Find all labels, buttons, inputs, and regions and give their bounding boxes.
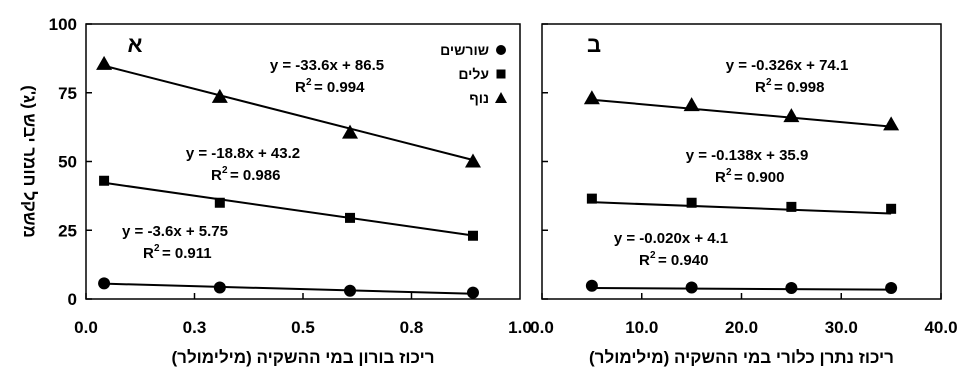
- r-squared-value: = 0.940: [658, 252, 708, 269]
- data-point-circle: [466, 286, 479, 299]
- trendline-equation: y = -0.326x + 74.1: [726, 57, 849, 74]
- trendline-triangle: [591, 98, 892, 128]
- x-tick-label: 0.0: [530, 318, 554, 337]
- y-tick-label: 0: [68, 290, 77, 309]
- x-tick-label: 0.8: [400, 318, 424, 337]
- legend-square-icon: [496, 69, 506, 79]
- data-point-square: [886, 203, 897, 214]
- panel-a: 0 25 50 75 100 0.0 0.3 0.5 0.8 1.0 ריכוז בורון במי…: [20, 15, 532, 367]
- y-tick-label: 50: [58, 153, 77, 172]
- data-point-square: [586, 193, 597, 204]
- data-point-square: [99, 175, 110, 186]
- r-squared-symbol: R: [295, 79, 306, 96]
- panel-label: ב: [587, 32, 601, 57]
- data-point-circle: [585, 279, 598, 292]
- legend-label: שורשים: [440, 42, 489, 58]
- r-squared-symbol: R: [715, 169, 726, 186]
- superscript-two: 2: [726, 167, 732, 178]
- panel-label: א: [127, 32, 142, 57]
- data-point-circle: [98, 277, 111, 290]
- superscript-two: 2: [222, 165, 228, 176]
- trendline-equation: y = -0.020x + 4.1: [614, 230, 728, 247]
- r-squared-value: = 0.998: [774, 79, 824, 96]
- data-point-square: [686, 197, 697, 208]
- y-tick-label: 25: [58, 221, 77, 240]
- data-point-square: [214, 197, 225, 208]
- x-tick-label: 10.0: [625, 318, 658, 337]
- trendline-equation: y = -0.138x + 35.9: [686, 147, 809, 164]
- superscript-two: 2: [306, 77, 312, 88]
- data-point-square: [786, 201, 797, 212]
- r-squared-value: = 0.994: [314, 79, 365, 96]
- data-point-circle: [785, 282, 798, 294]
- data-point-triangle: [211, 88, 228, 103]
- trendline-equation: y = -3.6x + 5.75: [122, 223, 228, 240]
- legend-triangle-icon: [495, 92, 507, 103]
- data-point-square: [345, 212, 356, 223]
- data-point-triangle: [783, 108, 800, 123]
- r-squared-symbol: R: [639, 252, 650, 269]
- y-tick-label: 75: [58, 84, 77, 103]
- x-tick-label: 0.0: [74, 318, 98, 337]
- superscript-two: 2: [650, 250, 656, 261]
- r-squared-value: = 0.900: [734, 169, 784, 186]
- r-squared-symbol: R: [143, 245, 154, 262]
- trendline-triangle: [103, 64, 474, 161]
- r-squared-value: = 0.986: [230, 167, 280, 184]
- x-axis-label: ריכוז בורון במי ההשקיה (מילימולר): [172, 348, 435, 367]
- data-point-circle: [885, 282, 898, 294]
- data-point-square: [467, 230, 478, 241]
- trendline-equation: y = -33.6x + 86.5: [270, 57, 384, 74]
- data-point-triangle: [96, 55, 113, 70]
- superscript-two: 2: [154, 243, 160, 254]
- x-tick-label: 20.0: [725, 318, 758, 337]
- data-point-circle: [213, 281, 226, 294]
- x-tick-label: 30.0: [825, 318, 858, 337]
- trendline-square: [103, 181, 474, 237]
- superscript-two: 2: [766, 77, 772, 88]
- data-point-circle: [344, 284, 357, 297]
- x-tick-label: 0.3: [183, 318, 207, 337]
- r-squared-symbol: R: [755, 79, 766, 96]
- x-axis-label: ריכוז נתרן כלורי במי ההשקיה (מילימולר): [589, 348, 894, 367]
- legend-label: נוף: [469, 90, 489, 106]
- x-tick-label: 0.5: [291, 318, 315, 337]
- trendline-equation: y = -18.8x + 43.2: [186, 145, 300, 162]
- trendline-square: [591, 201, 892, 215]
- trendline-circle: [591, 287, 892, 291]
- data-point-circle: [685, 281, 698, 294]
- data-point-triangle: [683, 97, 700, 112]
- data-point-triangle: [883, 116, 900, 131]
- legend-label: עלים: [458, 66, 489, 82]
- data-point-triangle: [583, 90, 600, 105]
- x-tick-label: 1.0: [508, 318, 532, 337]
- legend-circle-icon: [496, 45, 506, 55]
- r-squared-symbol: R: [211, 167, 222, 184]
- y-axis-label: משקל חומר יבש (ג'): [20, 85, 39, 238]
- trendline-circle: [104, 282, 474, 295]
- r-squared-value: = 0.911: [162, 245, 212, 262]
- panel-b: 0.0 10.0 20.0 30.0 40.0 ריכוז נתרן כלורי במי …: [530, 23, 958, 367]
- y-tick-label: 100: [49, 15, 77, 34]
- data-point-triangle: [464, 153, 481, 168]
- data-point-triangle: [342, 124, 359, 139]
- x-tick-label: 40.0: [924, 318, 957, 337]
